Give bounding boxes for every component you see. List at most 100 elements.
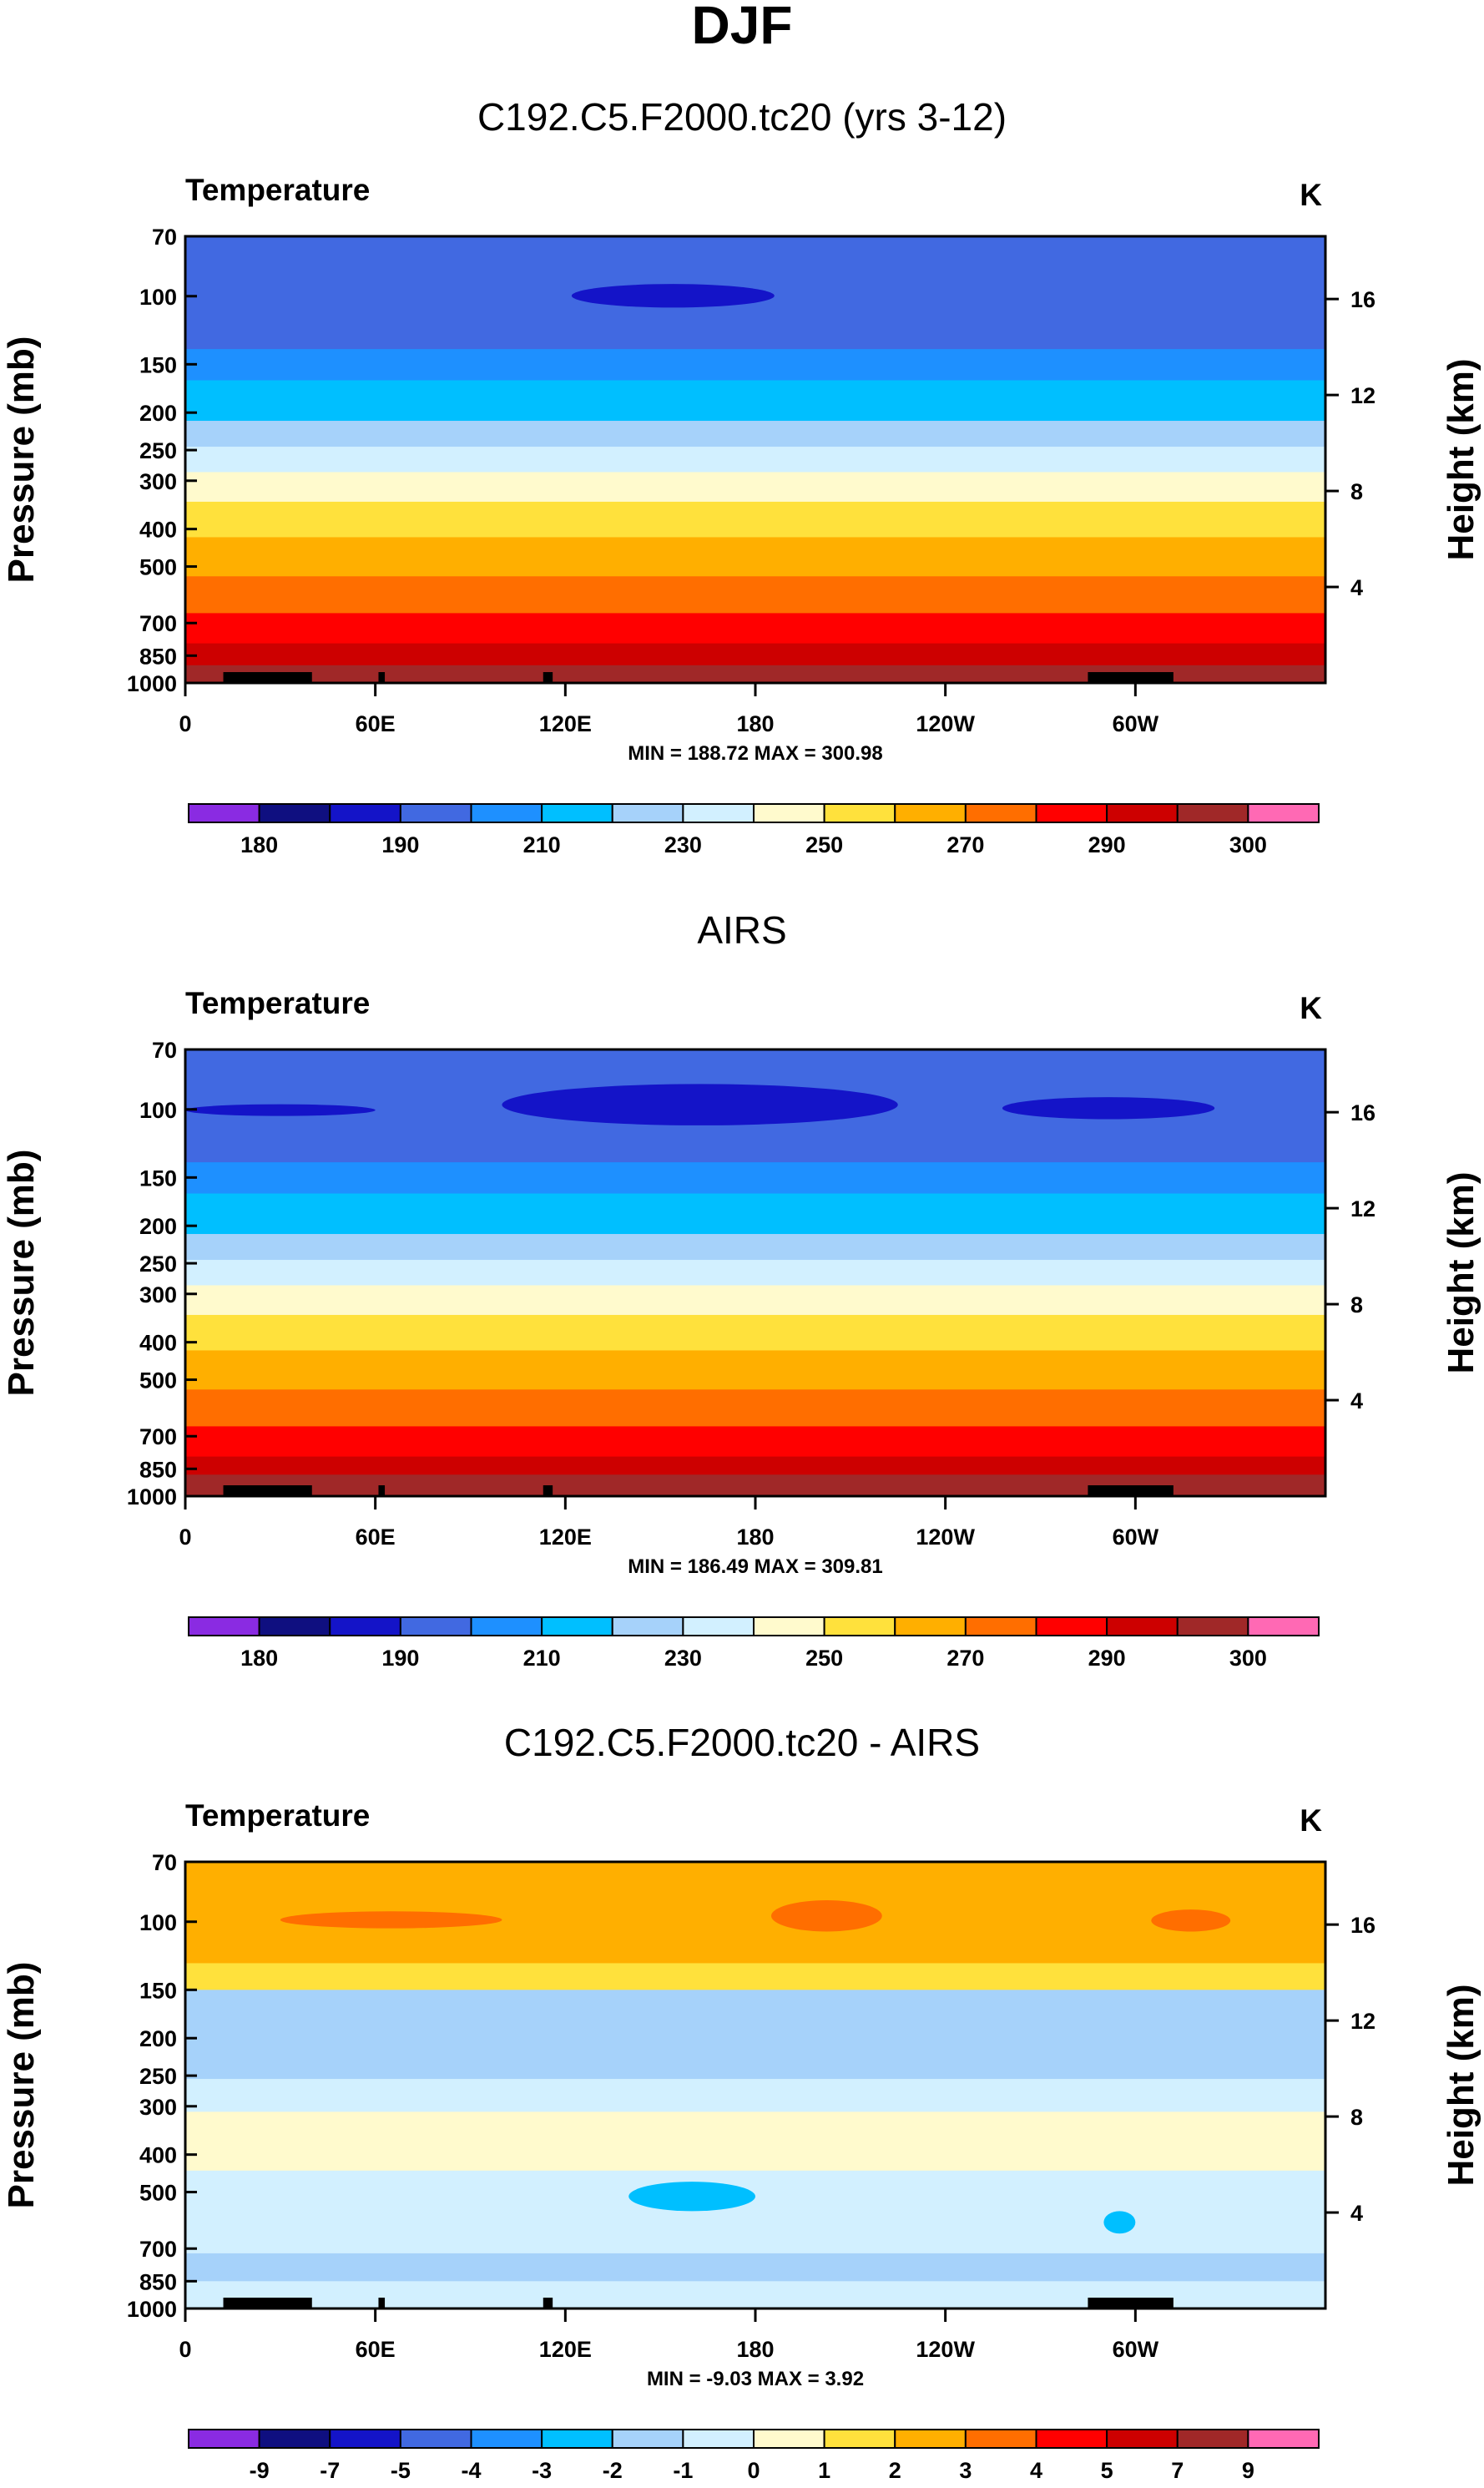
colorbar-swatch [258,1616,331,1636]
height-tick-label: 8 [1350,479,1363,504]
contour-band [185,421,1325,448]
land-mask [1088,2298,1174,2308]
warm-anomaly-region [770,1900,882,1932]
colorbar-swatch [188,1616,260,1636]
x-tick-label: 120W [916,2337,975,2362]
colorbar-swatch [611,803,684,823]
colorbar-swatch [1176,2429,1249,2449]
contour-band [185,1963,1325,1990]
colorbar-swatch [823,803,896,823]
y-tick-label: 400 [139,518,177,543]
colorbar-swatch [470,803,543,823]
colorbar-label: 270 [946,1646,984,1671]
y-tick-label: 200 [139,2026,177,2051]
cold-anomaly-region [571,284,775,308]
contour-band [185,1193,1325,1235]
contour-band [185,1456,1325,1475]
contour-band [185,675,1325,684]
colorbar-swatch [611,2429,684,2449]
colorbar-label: 2 [889,2458,901,2483]
x-tick-label: 120E [539,711,592,736]
height-tick-label: 12 [1350,383,1375,408]
colorbar-swatch [470,2429,543,2449]
y-tick-label: 1000 [127,2297,177,2322]
colorbar-label: -7 [320,2458,340,2483]
colorbar-swatch [329,803,401,823]
y-tick-label: 200 [139,1214,177,1239]
colorbar-swatch [399,803,472,823]
colorbar-swatch [753,2429,825,2449]
colorbar-label: 190 [381,832,419,857]
colorbar-swatch [964,803,1037,823]
contour-bands [185,1862,1325,2309]
colorbar-label: 250 [805,1646,843,1671]
colorbar: 180 190 210 230 250 270 290 300 [188,803,1320,857]
colorbar-swatch [823,2429,896,2449]
colorbar-swatch [541,803,613,823]
y-tick-label: 500 [139,1368,177,1393]
y-tick-label: 1000 [127,671,177,696]
panel-title: C192.C5.F2000.tc20 - AIRS [504,1721,980,1764]
variable-label: Temperature [185,173,370,207]
colorbar-swatch [399,2429,472,2449]
colorbar-swatch [1035,1616,1108,1636]
x-tick-label: 120E [539,1525,592,1550]
min-max-stats: MIN = 186.49 MAX = 309.81 [628,1555,883,1578]
colorbar-swatch [894,803,967,823]
colorbar-label: 290 [1088,832,1126,857]
y-tick-label: 250 [139,2064,177,2089]
x-tick-label: 60W [1113,1525,1159,1550]
colorbar-label: 210 [523,832,561,857]
y-tick-label: 200 [139,401,177,426]
x-tick-label: 180 [736,711,774,736]
colorbar-swatch [1106,1616,1179,1636]
y-tick-label: 250 [139,1252,177,1277]
colorbar-label: 1 [818,2458,830,2483]
units-label: K [1300,178,1322,212]
colorbar-swatch [682,2429,755,2449]
contour-band [185,665,1325,677]
y-axis-label: Pressure (mb) [1,336,42,584]
variable-label: Temperature [185,986,370,1020]
x-tick-label: 0 [179,2337,191,2362]
cold-anomaly-region [502,1084,898,1125]
contour-bands [185,236,1325,684]
x-tick-label: 180 [736,1525,774,1550]
y-tick-label: 400 [139,1331,177,1356]
y-tick-label: 850 [139,2269,177,2294]
colorbar-label: 0 [747,2458,760,2483]
colorbar-swatch [329,2429,401,2449]
chart-panel-1: C192.C5.F2000.tc20 (yrs 3-12) Temperature… [1,95,1481,857]
colorbar-swatch [188,803,260,823]
contour-band [185,1350,1325,1390]
x-tick-label: 120E [539,2337,592,2362]
y-tick-label: 700 [139,2237,177,2262]
land-mask [543,672,553,683]
y-tick-label: 700 [139,1424,177,1449]
y-tick-label: 300 [139,1282,177,1307]
y-tick-label: 100 [139,285,177,310]
height-tick-label: 16 [1350,287,1375,312]
contour-band [185,1426,1325,1458]
colorbar-swatch [894,2429,967,2449]
x-tick-label: 0 [179,711,191,736]
land-mask [223,672,312,683]
colorbar-swatch [682,1616,755,1636]
colorbar-swatch [682,803,755,823]
colorbar-swatch [329,1616,401,1636]
colorbar-label: 4 [1030,2458,1042,2483]
x-tick-label: 0 [179,1525,191,1550]
y-tick-label: 500 [139,555,177,580]
colorbar-label: 230 [664,1646,702,1671]
y-tick-label: 300 [139,469,177,494]
contour-band [185,1314,1325,1351]
colorbar-swatch [1106,803,1179,823]
y-tick-label: 700 [139,611,177,636]
colorbar-swatch [1176,1616,1249,1636]
contour-band [185,380,1325,422]
contour-band [185,643,1325,666]
cold-anomaly-region [185,1104,376,1116]
contour-band [185,2253,1325,2282]
colorbar-swatch [258,2429,331,2449]
x-tick-label: 60W [1113,2337,1159,2362]
